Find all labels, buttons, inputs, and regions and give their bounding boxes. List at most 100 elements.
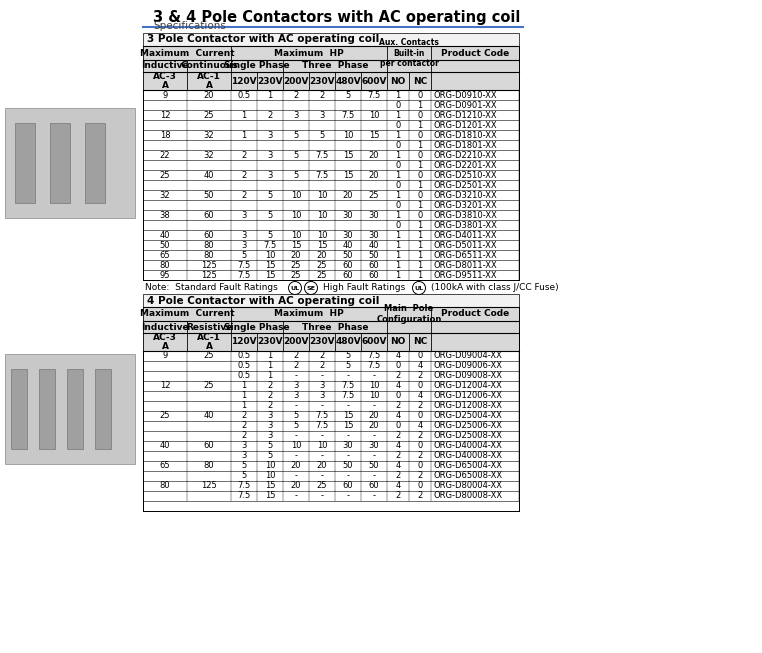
Text: 1: 1 xyxy=(395,240,401,249)
Text: 4: 4 xyxy=(395,441,401,451)
Text: ORG-D3810-XX: ORG-D3810-XX xyxy=(433,210,497,219)
Text: 5: 5 xyxy=(319,131,325,140)
Text: 2: 2 xyxy=(293,91,299,99)
Text: 60: 60 xyxy=(343,270,354,279)
Text: 0: 0 xyxy=(418,150,423,159)
Text: ORG-D5011-XX: ORG-D5011-XX xyxy=(433,240,497,249)
Text: 2: 2 xyxy=(395,432,401,441)
Text: 0: 0 xyxy=(418,110,423,119)
Text: 40: 40 xyxy=(369,240,379,249)
Bar xyxy=(143,307,519,321)
Text: 1: 1 xyxy=(418,161,423,170)
Text: 25: 25 xyxy=(291,270,301,279)
Text: ORG-D25006-XX: ORG-D25006-XX xyxy=(433,421,502,430)
Text: 2: 2 xyxy=(418,432,423,441)
Text: ORG-D12004-XX: ORG-D12004-XX xyxy=(433,381,502,390)
Text: 7.5: 7.5 xyxy=(238,492,251,500)
Text: 30: 30 xyxy=(343,231,354,240)
Text: 1: 1 xyxy=(395,210,401,219)
Text: -: - xyxy=(294,471,297,481)
Text: 4: 4 xyxy=(418,392,423,400)
Text: -: - xyxy=(347,492,350,500)
Text: 2: 2 xyxy=(267,381,273,390)
Text: SE: SE xyxy=(306,285,315,291)
Text: 4: 4 xyxy=(418,421,423,430)
Text: 3: 3 xyxy=(293,110,299,119)
Text: 80: 80 xyxy=(203,462,214,471)
Text: 3: 3 xyxy=(319,392,325,400)
Text: 10: 10 xyxy=(264,251,275,259)
Text: 2: 2 xyxy=(395,402,401,411)
Text: ORG-D6511-XX: ORG-D6511-XX xyxy=(433,251,497,259)
Text: -: - xyxy=(321,492,324,500)
Text: 5: 5 xyxy=(293,411,299,421)
Text: 20: 20 xyxy=(369,150,379,159)
Text: Inductive: Inductive xyxy=(141,61,189,71)
Text: 20: 20 xyxy=(291,481,301,490)
Text: -: - xyxy=(373,372,376,381)
Text: 4: 4 xyxy=(395,351,401,360)
Text: 3: 3 xyxy=(319,110,325,119)
Text: 230V: 230V xyxy=(309,338,335,347)
Text: 20: 20 xyxy=(291,251,301,259)
Text: 25: 25 xyxy=(203,381,214,390)
Text: 1: 1 xyxy=(395,91,401,99)
Text: 2: 2 xyxy=(242,411,247,421)
Text: 1: 1 xyxy=(242,392,247,400)
Text: 5: 5 xyxy=(345,362,351,370)
Text: 1: 1 xyxy=(395,270,401,279)
Text: Maximum  HP: Maximum HP xyxy=(274,310,344,319)
Text: 3: 3 xyxy=(267,421,273,430)
Text: 15: 15 xyxy=(317,240,327,249)
Text: Inductive: Inductive xyxy=(141,323,189,332)
Text: 20: 20 xyxy=(369,421,379,430)
Text: 60: 60 xyxy=(343,261,354,270)
Text: 1: 1 xyxy=(418,180,423,189)
Bar xyxy=(143,333,519,351)
Text: 0: 0 xyxy=(418,381,423,390)
Text: 10: 10 xyxy=(264,471,275,481)
Circle shape xyxy=(305,281,318,295)
Text: 3: 3 xyxy=(267,432,273,441)
Text: 1: 1 xyxy=(267,351,273,360)
Text: 50: 50 xyxy=(369,462,379,471)
Text: 1: 1 xyxy=(418,261,423,270)
Text: ORG-D8011-XX: ORG-D8011-XX xyxy=(433,261,497,270)
Text: Single Phase: Single Phase xyxy=(224,323,290,332)
Text: 50: 50 xyxy=(343,251,354,259)
Text: 0: 0 xyxy=(395,392,401,400)
Text: Continuous: Continuous xyxy=(180,61,238,71)
Text: 25: 25 xyxy=(369,191,379,200)
Text: NO: NO xyxy=(390,76,405,86)
Text: 2: 2 xyxy=(293,351,299,360)
Text: 3 Pole Contactor with AC operating coil: 3 Pole Contactor with AC operating coil xyxy=(147,35,379,44)
Text: 32: 32 xyxy=(203,131,214,140)
Text: 20: 20 xyxy=(317,462,327,471)
Text: 15: 15 xyxy=(264,270,275,279)
Text: ORG-D40008-XX: ORG-D40008-XX xyxy=(433,451,502,460)
Text: AC-3
A: AC-3 A xyxy=(153,72,177,90)
Text: 5: 5 xyxy=(293,131,299,140)
Text: 80: 80 xyxy=(203,240,214,249)
Text: 1: 1 xyxy=(242,131,247,140)
Bar xyxy=(143,60,519,72)
Text: 2: 2 xyxy=(293,362,299,370)
Bar xyxy=(39,369,55,449)
Text: 15: 15 xyxy=(369,131,379,140)
Text: 10: 10 xyxy=(264,462,275,471)
Text: (100kA with class J/CC Fuse): (100kA with class J/CC Fuse) xyxy=(431,283,559,293)
Text: 0: 0 xyxy=(395,362,401,370)
Text: 0: 0 xyxy=(395,161,401,170)
Text: 5: 5 xyxy=(345,91,351,99)
Text: 40: 40 xyxy=(203,170,214,180)
Text: ORG-D3801-XX: ORG-D3801-XX xyxy=(433,221,497,229)
Text: 1: 1 xyxy=(395,170,401,180)
Text: 2: 2 xyxy=(242,150,247,159)
Text: 0: 0 xyxy=(418,170,423,180)
Text: ORG-D12008-XX: ORG-D12008-XX xyxy=(433,402,502,411)
Text: NC: NC xyxy=(413,76,427,86)
Text: 25: 25 xyxy=(160,170,170,180)
Bar xyxy=(5,354,135,464)
Text: AC-3
A: AC-3 A xyxy=(153,332,177,351)
Text: 2: 2 xyxy=(319,351,325,360)
